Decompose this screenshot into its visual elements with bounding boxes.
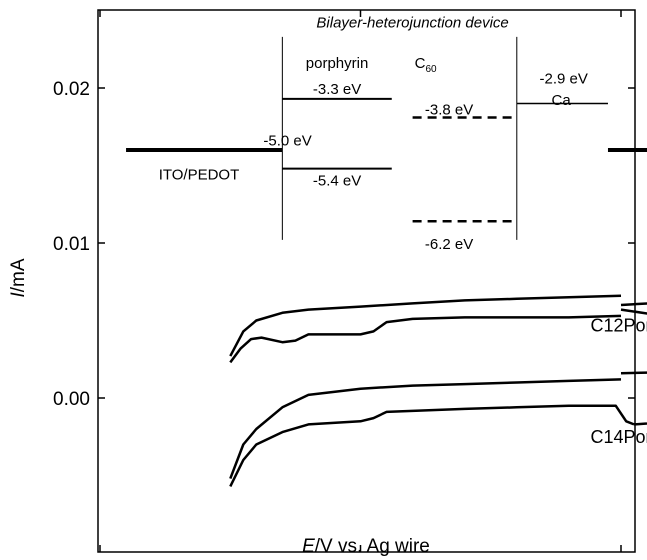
x-axis-var: E [302,536,315,557]
bilayer-porphyrin-label: porphyrin [306,55,369,72]
c14por-trace-3 [633,422,647,426]
bilayer-c60-label: C60 [415,55,437,75]
y-tick-label: 0.01 [53,234,90,255]
c12por-label: C12Por [590,315,647,335]
bilayer-porphyrin-lumo: -3.3 eV [313,81,361,98]
bilayer-ito-label: ITO/PEDOT [159,166,240,183]
bilayer-ito-level: -5.0 eV [263,132,311,149]
bilayer-diagram-title: Bilayer-heterojunction device [316,15,508,32]
c14por-trace-4 [620,371,647,375]
bilayer-ca-label: Ca [551,92,571,109]
y-axis-title: I/mA [8,258,29,297]
bilayer-c60-label-subscript: 60 [425,64,437,75]
y-axis-unit: /mA [8,258,29,292]
c12por-trace-2 [229,294,622,357]
bilayer-ca-level: -2.9 eV [540,70,588,87]
c14por-trace-2 [229,378,622,480]
c14por-trace-1 [229,404,635,487]
bilayer-c60-lumo: -3.8 eV [425,101,473,118]
plot-frame [97,9,636,553]
bilayer-c60-homo: -6.2 eV [425,236,473,253]
y-tick-label: 0.02 [53,79,90,100]
y-axis-var: I [8,292,29,298]
x-axis-title: E/V vs. Ag wire [302,536,430,557]
x-axis-unit: /V vs. Ag wire [315,536,430,557]
bilayer-porphyrin-homo: -5.4 eV [313,173,361,190]
c14por-label: C14Por [590,427,647,447]
c12por-trace-4 [620,302,647,307]
y-tick-label: 0.00 [53,389,90,410]
c12por-trace-1 [229,314,622,364]
